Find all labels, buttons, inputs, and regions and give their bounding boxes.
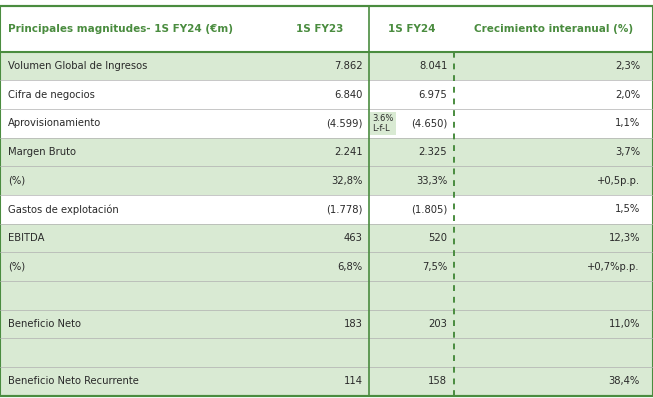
Bar (0, 367, 653, 396)
Text: Gastos de explotación: Gastos de explotación (8, 204, 119, 215)
Text: (%): (%) (8, 176, 25, 186)
Bar (0, 52, 653, 80)
Text: EBITDA: EBITDA (8, 233, 44, 243)
Text: +0,7%p.p.: +0,7%p.p. (588, 261, 640, 272)
Bar (0, 224, 653, 252)
Text: Principales magnitudes- 1S FY24 (€m): Principales magnitudes- 1S FY24 (€m) (8, 24, 233, 34)
Text: Beneficio Neto Recurrente: Beneficio Neto Recurrente (8, 376, 138, 386)
Text: Margen Bruto: Margen Bruto (8, 147, 76, 157)
Bar (0, 195, 653, 224)
Text: 2.241: 2.241 (334, 147, 362, 157)
Text: 158: 158 (428, 376, 447, 386)
Text: Crecimiento interanual (%): Crecimiento interanual (%) (474, 24, 633, 34)
Text: (%): (%) (8, 261, 25, 272)
Bar (0, 80, 653, 109)
Text: 203: 203 (428, 319, 447, 329)
Bar (0, 166, 653, 195)
Text: Beneficio Neto: Beneficio Neto (8, 319, 81, 329)
Text: 7,5%: 7,5% (422, 261, 447, 272)
Text: 1S FY24: 1S FY24 (388, 24, 435, 34)
Text: 6.975: 6.975 (419, 90, 447, 100)
Text: (4.650): (4.650) (411, 118, 447, 129)
Text: (1.805): (1.805) (411, 204, 447, 215)
Text: 33,3%: 33,3% (416, 176, 447, 186)
Text: 1,1%: 1,1% (614, 118, 640, 129)
Bar (0, 281, 653, 310)
Text: 2,3%: 2,3% (615, 61, 640, 71)
Text: 11,0%: 11,0% (609, 319, 640, 329)
Bar (0, 109, 653, 138)
Bar (0, 252, 653, 281)
Text: +0,5p.p.: +0,5p.p. (597, 176, 640, 186)
Text: 2,0%: 2,0% (615, 90, 640, 100)
Text: (1.778): (1.778) (326, 204, 362, 215)
Text: 3.6%
L-f-L: 3.6% L-f-L (372, 114, 394, 133)
Text: 2.325: 2.325 (419, 147, 447, 157)
Text: 12,3%: 12,3% (609, 233, 640, 243)
Text: 463: 463 (343, 233, 362, 243)
Text: 1S FY23: 1S FY23 (296, 24, 343, 34)
Bar (0, 138, 653, 166)
Text: Cifra de negocios: Cifra de negocios (8, 90, 95, 100)
Bar (0, 6, 653, 52)
Bar (0, 310, 653, 338)
Text: 7.862: 7.862 (334, 61, 362, 71)
Bar (0, 338, 653, 367)
Text: 6.840: 6.840 (334, 90, 362, 100)
Text: Volumen Global de Ingresos: Volumen Global de Ingresos (8, 61, 147, 71)
Text: 183: 183 (343, 319, 362, 329)
Text: 1,5%: 1,5% (614, 204, 640, 215)
Text: 38,4%: 38,4% (609, 376, 640, 386)
Text: 3,7%: 3,7% (615, 147, 640, 157)
Text: 6,8%: 6,8% (338, 261, 362, 272)
Text: 8.041: 8.041 (419, 61, 447, 71)
Text: 520: 520 (428, 233, 447, 243)
Text: 114: 114 (343, 376, 362, 386)
Text: Aprovisionamiento: Aprovisionamiento (8, 118, 101, 129)
Text: 32,8%: 32,8% (331, 176, 362, 186)
Text: (4.599): (4.599) (326, 118, 362, 129)
